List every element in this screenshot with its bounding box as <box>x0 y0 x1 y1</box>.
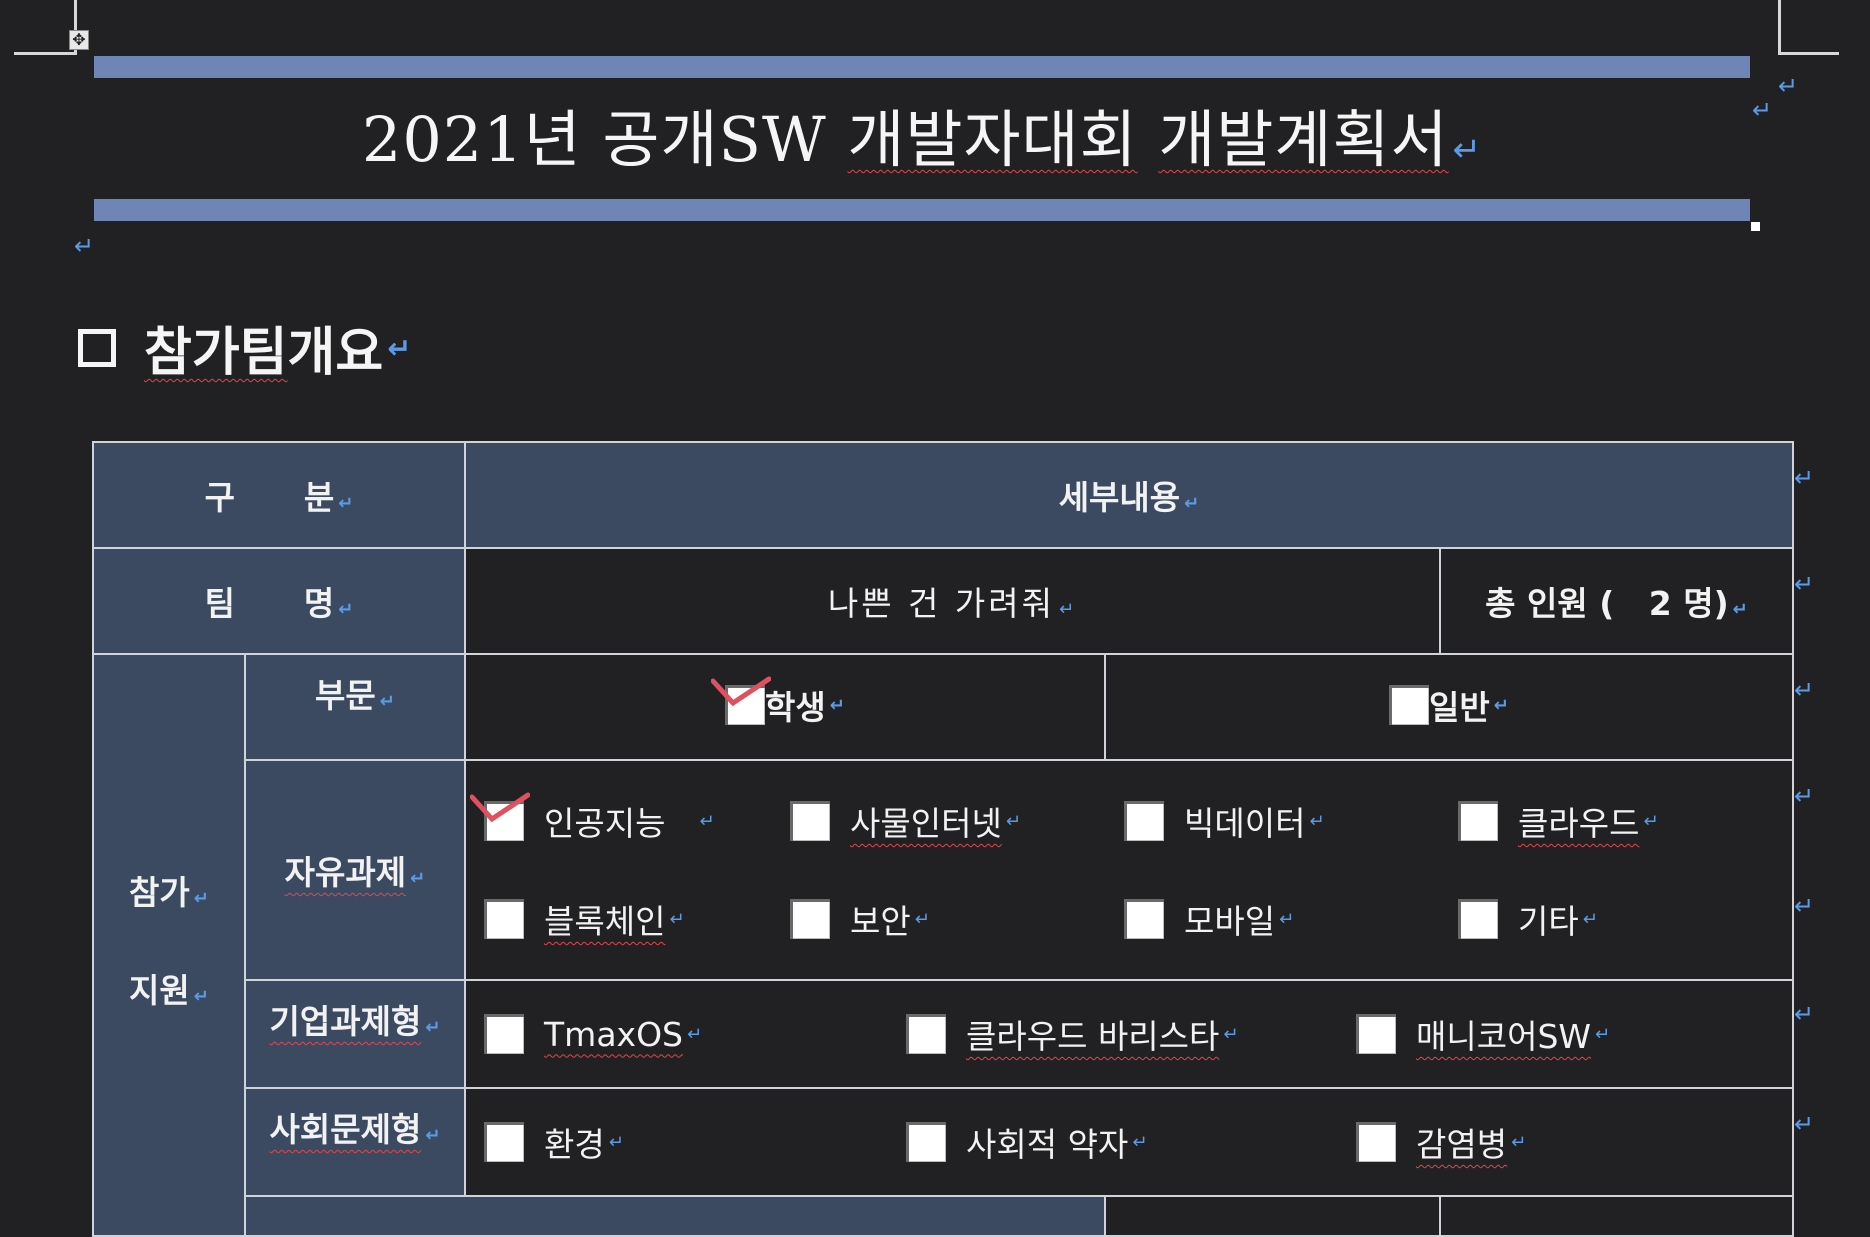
checkbox-bullet-icon <box>78 328 116 367</box>
row-end-mark-icon: ↵ <box>1794 782 1815 810</box>
checkbox-checked[interactable] <box>470 792 531 841</box>
check-mark-icon <box>470 792 531 823</box>
checkbox[interactable] <box>1356 1122 1397 1162</box>
paragraph-mark-icon: ↵ <box>1732 599 1748 620</box>
crop-mark-top-right <box>1778 0 1839 55</box>
participation-label[interactable]: 참가 ↵ 지원 ↵ <box>92 653 246 1237</box>
table-move-handle-icon[interactable]: ✥ <box>69 30 89 50</box>
document-title[interactable]: 2021년 공개SW 개발자대회 개발계획서 ↵ <box>361 103 1483 176</box>
paragraph-mark-icon: ↵ <box>387 330 412 365</box>
section-heading[interactable]: 참가팀 개요 ↵ <box>78 310 411 385</box>
paragraph-mark-icon: ↵ <box>608 1131 624 1153</box>
social-topic-options: 환경 ↵ 사회적 약자 ↵ 감염병 ↵ <box>464 1087 1795 1197</box>
paragraph-mark-icon: ↵ <box>1132 1131 1148 1153</box>
paragraph-mark-icon: ↵ <box>669 908 685 930</box>
paragraph-mark-icon: ↵ <box>1778 72 1799 100</box>
option-cloud[interactable]: 클라우드 ↵ <box>1458 797 1778 845</box>
next-row-cell <box>1104 1195 1442 1237</box>
option-infectious-disease[interactable]: 감염병 ↵ <box>1356 1118 1776 1166</box>
paragraph-mark-icon: ↵ <box>1582 908 1598 930</box>
row-end-mark-icon: ↵ <box>1794 892 1815 920</box>
team-total-members[interactable]: 총 인원 ( 2 명) ↵ <box>1439 547 1795 655</box>
row-end-mark-icon: ↵ <box>1794 1000 1815 1028</box>
header-details[interactable]: 세부내용 ↵ <box>464 441 1795 549</box>
paragraph-mark-icon: ↵ <box>829 694 845 716</box>
option-ai[interactable]: 인공지능 ↵ <box>470 792 790 845</box>
paragraph-mark-icon: ↵ <box>1595 1023 1611 1045</box>
paragraph-mark-icon: ↵ <box>338 493 354 514</box>
checkbox[interactable] <box>1389 685 1430 725</box>
paragraph-mark-icon: ↵ <box>1223 1023 1239 1045</box>
paragraph-mark-icon: ↵ <box>410 868 426 889</box>
checkbox[interactable] <box>1458 899 1499 939</box>
option-socially-vulnerable[interactable]: 사회적 약자 ↵ <box>906 1118 1356 1166</box>
division-option-student[interactable]: 학생 ↵ <box>464 653 1107 761</box>
free-topic-label[interactable]: 자유과제 ↵ <box>243 759 467 981</box>
crop-mark-top-left <box>14 0 77 55</box>
option-environment[interactable]: 환경 ↵ <box>484 1118 906 1166</box>
paragraph-mark-icon: ↵ <box>699 810 715 832</box>
paragraph-mark-icon: ↵ <box>1493 694 1509 716</box>
paragraph-mark-icon: ↵ <box>425 1125 441 1146</box>
paragraph-mark-icon: ↵ <box>379 691 395 712</box>
option-manycore-sw[interactable]: 매니코어SW ↵ <box>1356 1010 1776 1058</box>
title-bar-top <box>94 56 1750 78</box>
checkbox[interactable] <box>790 899 831 939</box>
checkbox[interactable] <box>484 899 525 939</box>
paragraph-mark-icon: ↵ <box>193 986 209 1007</box>
title-bar-bottom <box>94 199 1750 221</box>
resize-handle[interactable] <box>1751 222 1760 231</box>
next-row-label <box>243 1195 1107 1237</box>
team-name-value[interactable]: 나쁜 건 가려줘 ↵ <box>464 547 1442 655</box>
paragraph-mark-icon: ↵ <box>1511 1131 1527 1153</box>
option-mobile[interactable]: 모바일 ↵ <box>1124 895 1458 943</box>
team-name-label[interactable]: 팀 명 ↵ <box>91 547 467 655</box>
social-topic-label[interactable]: 사회문제형 ↵ <box>243 1087 467 1197</box>
check-mark-icon <box>711 676 772 707</box>
row-end-mark-icon: ↵ <box>1794 570 1815 598</box>
checkbox[interactable] <box>1124 899 1165 939</box>
option-iot[interactable]: 사물인터넷 ↵ <box>790 797 1124 845</box>
paragraph-mark-icon: ↵ <box>1184 493 1200 514</box>
checkbox[interactable] <box>484 1122 525 1162</box>
division-label[interactable]: 부문 ↵ <box>243 653 467 761</box>
paragraph-mark-icon: ↵ <box>74 232 95 260</box>
option-other[interactable]: 기타 ↵ <box>1458 895 1778 943</box>
paragraph-mark-icon: ↵ <box>1752 96 1773 124</box>
option-bigdata[interactable]: 빅데이터 ↵ <box>1124 797 1458 845</box>
corporate-topic-options: TmaxOS ↵ 클라우드 바리스타 ↵ 매니코어SW ↵ <box>464 979 1795 1089</box>
corporate-topic-label[interactable]: 기업과제형 ↵ <box>243 979 467 1089</box>
checkbox[interactable] <box>1356 1014 1397 1054</box>
header-category[interactable]: 구 분 ↵ <box>91 441 467 549</box>
option-blockchain[interactable]: 블록체인 ↵ <box>484 895 790 943</box>
row-end-mark-icon: ↵ <box>1794 1110 1815 1138</box>
paragraph-mark-icon: ↵ <box>687 1023 703 1045</box>
team-overview-table: 구 분 ↵ 세부내용 ↵ 팀 명 ↵ 나쁜 건 가려줘 ↵ 총 인원 ( 2 명) ↵ 참… <box>91 441 1795 1237</box>
checkbox-checked[interactable] <box>711 676 772 725</box>
checkbox[interactable] <box>906 1122 947 1162</box>
checkbox[interactable] <box>484 1014 525 1054</box>
free-topic-options: 인공지능 ↵ 사물인터넷 ↵ 빅데이터 ↵ 클라우드 ↵ 블록체인 ↵ 보안 ↵ <box>464 759 1795 981</box>
paragraph-mark-icon: ↵ <box>1309 810 1325 832</box>
option-tmaxos[interactable]: TmaxOS ↵ <box>484 1010 906 1058</box>
row-end-mark-icon: ↵ <box>1794 676 1815 704</box>
paragraph-mark-icon: ↵ <box>1643 810 1659 832</box>
paragraph-mark-icon: ↵ <box>1005 810 1022 832</box>
row-end-mark-icon: ↵ <box>1794 464 1815 492</box>
checkbox[interactable] <box>790 801 831 841</box>
checkbox[interactable] <box>1124 801 1165 841</box>
paragraph-mark-icon: ↵ <box>1279 908 1295 930</box>
paragraph-mark-icon: ↵ <box>338 599 354 620</box>
paragraph-mark-icon: ↵ <box>1058 599 1078 620</box>
option-security[interactable]: 보안 ↵ <box>790 895 1124 943</box>
next-row-cell <box>1439 1195 1795 1237</box>
paragraph-mark-icon: ↵ <box>914 908 930 930</box>
paragraph-mark-icon: ↵ <box>193 888 209 909</box>
paragraph-mark-icon: ↵ <box>1452 130 1483 170</box>
option-cloud-barista[interactable]: 클라우드 바리스타 ↵ <box>906 1010 1356 1058</box>
checkbox[interactable] <box>1458 801 1499 841</box>
paragraph-mark-icon: ↵ <box>425 1017 441 1038</box>
checkbox[interactable] <box>906 1014 947 1054</box>
division-option-general[interactable]: 일반 ↵ <box>1104 653 1795 761</box>
